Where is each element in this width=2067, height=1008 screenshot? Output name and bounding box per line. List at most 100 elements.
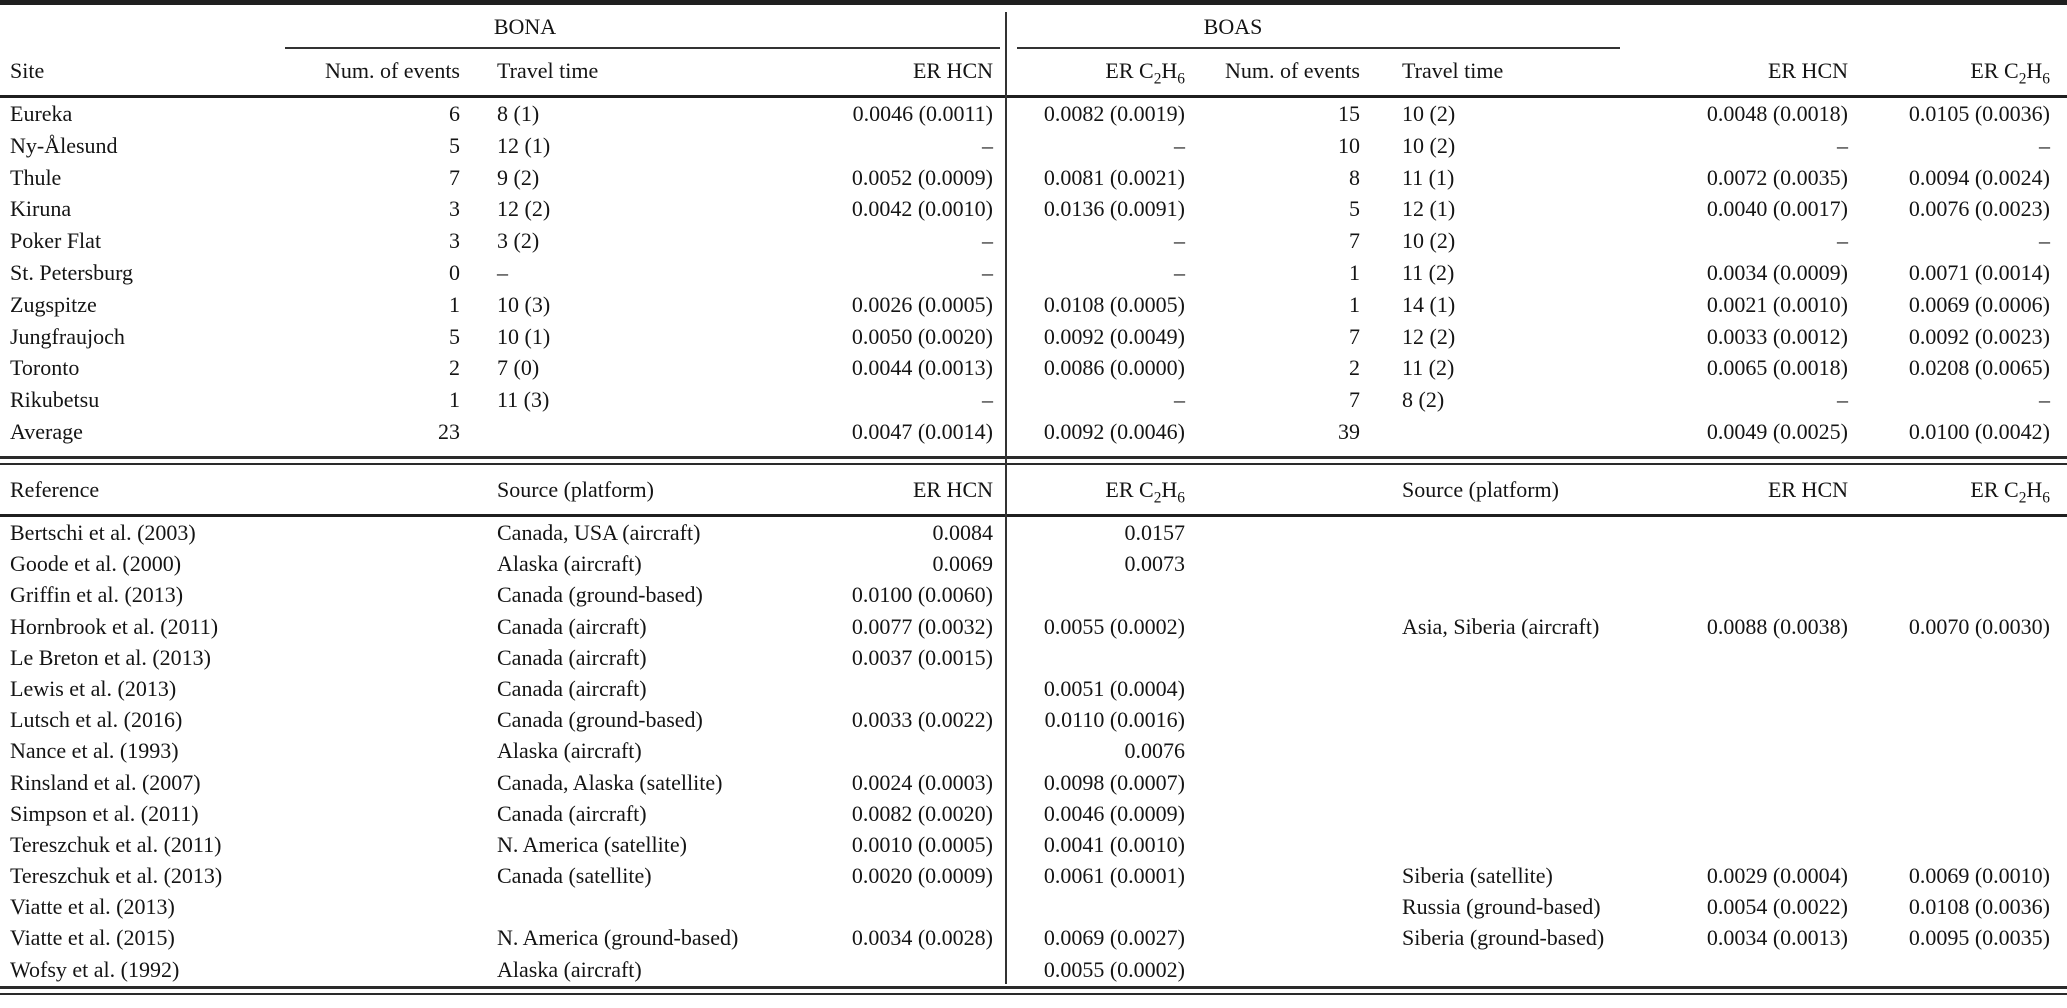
cell-bona-er-hcn: 0.0052 (0.0009) <box>851 164 993 190</box>
cell-boas-source <box>1185 735 1660 766</box>
header-source-platform-boas: Source (platform) <box>1402 477 1559 502</box>
cell-boas-er-c2h6 <box>1848 735 2050 766</box>
table-row: Poker Flat 3 3 (2) – – 7 10 (2) – – <box>0 225 2050 257</box>
cell-boas-travel: 11 (2) <box>1402 259 1455 285</box>
cell-bona-er-c2h6: 0.0073 <box>1124 551 1186 577</box>
cell-boas-er-c2h6 <box>1848 829 2050 860</box>
cell-bona-er-hcn: – <box>982 132 993 158</box>
cell-bona-er-c2h6: 0.0086 (0.0000) <box>1043 355 1185 381</box>
cell-bona-er-c2h6: 0.0051 (0.0004) <box>1043 675 1185 701</box>
cell-bona-events: 5 <box>449 132 460 158</box>
cell-boas-source <box>1185 673 1660 704</box>
header-source-platform-bona: Source (platform) <box>497 477 654 502</box>
cell-boas-er-c2h6: 0.0071 (0.0014) <box>1908 259 2050 285</box>
cell-bona-er-c2h6 <box>993 642 1185 673</box>
cell-boas-travel: 12 (2) <box>1402 323 1456 349</box>
cell-boas-er-c2h6 <box>1848 767 2050 798</box>
cell-bona-er-c2h6: 0.0055 (0.0002) <box>1043 613 1185 639</box>
cell-bona-er-hcn <box>830 735 993 766</box>
cell-bona-er-hcn: 0.0044 (0.0013) <box>851 355 993 381</box>
cell-bona-er-hcn: – <box>982 228 993 254</box>
cell-reference: Rinsland et al. (2007) <box>10 769 201 795</box>
cell-reference: Hornbrook et al. (2011) <box>10 613 219 639</box>
cell-bona-er-c2h6: 0.0082 (0.0019) <box>1043 101 1185 126</box>
cell-boas-travel: 10 (2) <box>1402 101 1456 126</box>
cell-site: Rikubetsu <box>10 387 100 413</box>
cell-bona-source: Canada, Alaska (satellite) <box>497 769 723 795</box>
cell-boas-travel <box>1360 416 1640 448</box>
cell-reference: Bertschi et al. (2003) <box>10 520 196 545</box>
cell-boas-er-c2h6: 0.0208 (0.0065) <box>1908 355 2050 381</box>
cell-bona-source: Alaska (aircraft) <box>497 956 642 982</box>
cell-bona-events: 7 <box>449 164 460 190</box>
references-table-body: Bertschi et al. (2003) Canada, USA (aircr… <box>0 517 2050 985</box>
top-rule <box>0 0 2067 5</box>
cell-site: Zugspitze <box>10 291 97 317</box>
table-row: Hornbrook et al. (2011) Canada (aircraft)… <box>0 611 2050 642</box>
cell-reference: Lutsch et al. (2016) <box>10 707 183 733</box>
cell-bona-er-c2h6: 0.0041 (0.0010) <box>1043 831 1185 857</box>
cell-site: Kiruna <box>10 196 72 222</box>
cell-boas-travel: 10 (2) <box>1402 228 1456 254</box>
cell-boas-events: 1 <box>1349 259 1360 285</box>
cell-reference: Tereszchuk et al. (2013) <box>10 863 223 889</box>
cell-boas-source <box>1185 798 1660 829</box>
cell-bona-er-hcn: 0.0024 (0.0003) <box>851 769 993 795</box>
cell-boas-source <box>1185 767 1660 798</box>
cell-bona-source: Canada (aircraft) <box>497 613 647 639</box>
cell-bona-source: Alaska (aircraft) <box>497 738 642 764</box>
cell-reference: Le Breton et al. (2013) <box>10 644 211 670</box>
table-row: Zugspitze 1 10 (3) 0.0026 (0.0005) 0.0108 (0… <box>0 289 2050 321</box>
bona-underline-rule <box>285 47 1000 49</box>
cell-bona-er-c2h6: 0.0046 (0.0009) <box>1043 800 1185 826</box>
cell-boas-events: 1 <box>1349 291 1360 317</box>
cell-site: Average <box>10 418 83 444</box>
cell-bona-source: Canada (ground-based) <box>497 582 703 608</box>
header-site: Site <box>10 58 45 83</box>
cell-boas-events: 7 <box>1349 228 1360 254</box>
cell-bona-er-hcn <box>830 954 993 985</box>
table-row: Lutsch et al. (2016) Canada (ground-based… <box>0 704 2050 735</box>
cell-bona-er-c2h6: 0.0055 (0.0002) <box>1043 956 1185 982</box>
cell-bona-travel: 7 (0) <box>497 355 540 381</box>
cell-boas-er-c2h6: 0.0094 (0.0024) <box>1908 164 2050 190</box>
header-er-hcn-bona: ER HCN <box>912 58 993 83</box>
table-row: Le Breton et al. (2013) Canada (aircraft)… <box>0 642 2050 673</box>
cell-boas-source <box>1185 548 1660 579</box>
cell-bona-er-hcn: 0.0069 <box>932 551 994 577</box>
cell-boas-er-hcn: 0.0065 (0.0018) <box>1706 355 1848 381</box>
table-row: Rinsland et al. (2007) Canada, Alaska (sa… <box>0 767 2050 798</box>
cell-reference: Viatte et al. (2013) <box>10 894 175 920</box>
cell-boas-er-c2h6: 0.0076 (0.0023) <box>1908 196 2050 222</box>
cell-bona-source: Alaska (aircraft) <box>497 551 642 577</box>
header-er-c2h6-bona: ER C2H6 <box>1105 58 1185 88</box>
cell-bona-er-c2h6: – <box>1174 259 1185 285</box>
header-er-c2h6-boas-lower: ER C2H6 <box>1970 477 2050 507</box>
cell-reference: Wofsy et al. (1992) <box>10 956 180 982</box>
cell-boas-events: 8 <box>1349 164 1360 190</box>
cell-boas-er-hcn <box>1660 579 1848 610</box>
table-row: St. Petersburg 0 – – – 1 11 (2) 0.0034 (0.0009)… <box>0 257 2050 289</box>
cell-boas-er-hcn <box>1660 548 1848 579</box>
table-row: Tereszchuk et al. (2013) Canada (satellit… <box>0 860 2050 891</box>
cell-bona-er-hcn: 0.0077 (0.0032) <box>851 613 993 639</box>
cell-boas-er-c2h6 <box>1848 704 2050 735</box>
table-row: Viatte et al. (2013) Russia (ground-based… <box>0 891 2050 922</box>
cell-boas-er-c2h6 <box>1848 798 2050 829</box>
cell-boas-er-c2h6 <box>1848 673 2050 704</box>
cell-bona-er-hcn: 0.0037 (0.0015) <box>851 644 993 670</box>
cell-bona-source: Canada (satellite) <box>497 863 652 889</box>
cell-boas-source: Asia, Siberia (aircraft) <box>1402 613 1600 639</box>
cell-bona-er-c2h6 <box>993 579 1185 610</box>
cell-boas-er-hcn <box>1660 517 1848 548</box>
cell-site: Jungfraujoch <box>10 323 125 349</box>
cell-boas-source: Siberia (satellite) <box>1402 863 1553 889</box>
cell-bona-events: 1 <box>449 387 460 413</box>
cell-bona-source: Canada (aircraft) <box>497 675 647 701</box>
table-row: Griffin et al. (2013) Canada (ground-base… <box>0 579 2050 610</box>
cell-bona-events: 2 <box>449 355 460 381</box>
cell-bona-er-hcn: 0.0100 (0.0060) <box>851 582 993 608</box>
cell-boas-source <box>1185 642 1660 673</box>
cell-bona-er-c2h6: – <box>1174 228 1185 254</box>
